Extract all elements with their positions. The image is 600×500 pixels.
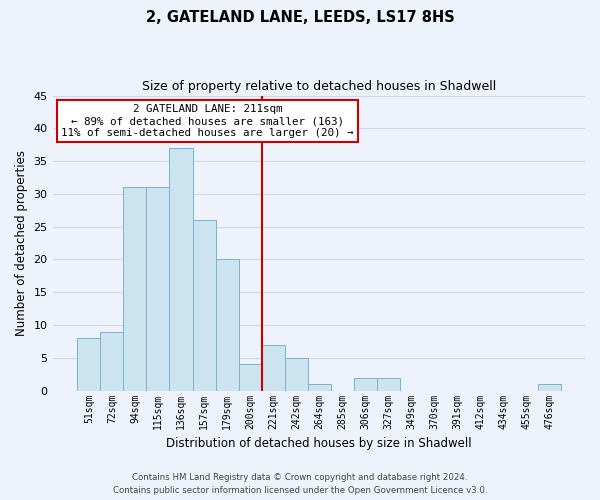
Bar [262,344,284,391]
Bar [377,378,400,390]
Bar [124,188,146,390]
Bar [353,378,377,390]
Bar [284,358,308,390]
Text: 2 GATELAND LANE: 211sqm
← 89% of detached houses are smaller (163)
11% of semi-d: 2 GATELAND LANE: 211sqm ← 89% of detache… [61,104,353,138]
X-axis label: Distribution of detached houses by size in Shadwell: Distribution of detached houses by size … [166,437,472,450]
Bar [308,384,331,390]
Bar [215,260,239,390]
Bar [169,148,193,390]
Y-axis label: Number of detached properties: Number of detached properties [15,150,28,336]
Text: 2, GATELAND LANE, LEEDS, LS17 8HS: 2, GATELAND LANE, LEEDS, LS17 8HS [146,10,454,25]
Bar [77,338,100,390]
Text: Contains HM Land Registry data © Crown copyright and database right 2024.
Contai: Contains HM Land Registry data © Crown c… [113,473,487,495]
Bar [146,188,169,390]
Bar [538,384,561,390]
Bar [100,332,124,390]
Bar [239,364,262,390]
Title: Size of property relative to detached houses in Shadwell: Size of property relative to detached ho… [142,80,496,93]
Bar [193,220,215,390]
